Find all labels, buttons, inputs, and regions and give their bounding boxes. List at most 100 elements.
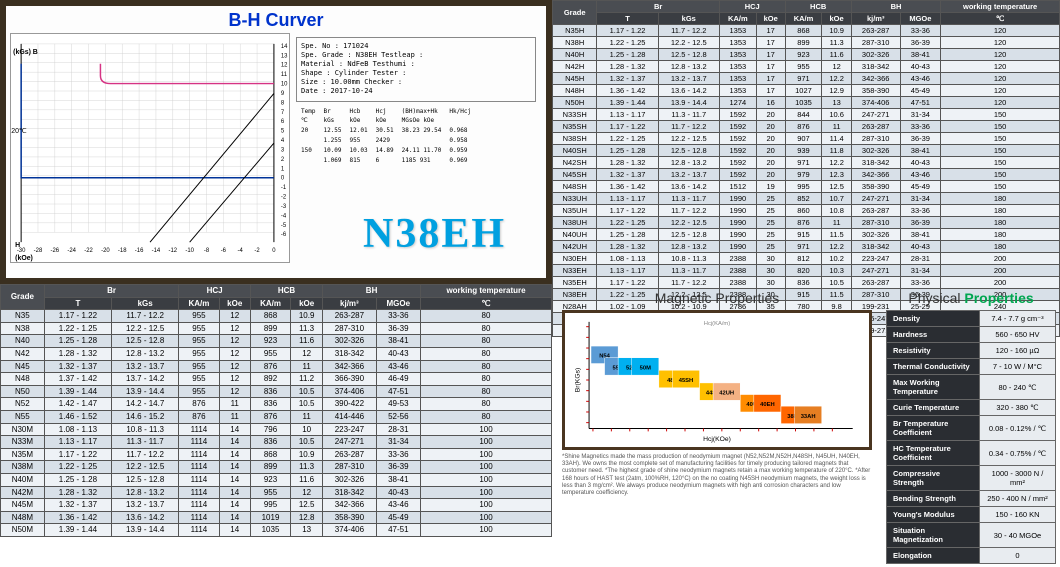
svg-text:-20: -20 [101, 248, 110, 254]
svg-text:(kGs) B: (kGs) B [13, 49, 38, 56]
svg-text:-4: -4 [238, 248, 244, 254]
table-row: N351.17 - 1.2211.7 - 12.29551286810.9263… [1, 310, 552, 323]
svg-text:-3: -3 [281, 204, 287, 210]
table-row: N33UH1.13 - 1.1711.3 - 11.719902585210.7… [553, 193, 1060, 205]
table-row: N501.39 - 1.4413.9 - 14.49551283610.5374… [1, 385, 552, 398]
mag-title: Magnetic Properties [556, 290, 878, 306]
svg-text:20℃: 20℃ [11, 128, 27, 135]
table-row: Density7.4 - 7.7 g cm⁻³ [887, 311, 1056, 327]
table-row: N48H1.36 - 1.4213.6 - 14.2135317102712.9… [553, 85, 1060, 97]
svg-text:-6: -6 [221, 248, 227, 254]
table-row: N481.37 - 1.4213.7 - 14.29551289211.2366… [1, 373, 552, 386]
table-row: N33M1.13 - 1.1711.3 - 11.711141483610.52… [1, 436, 552, 449]
table-row: N40M1.25 - 1.2812.5 - 12.811141492311.63… [1, 473, 552, 486]
table-row: N35H1.17 - 1.2211.7 - 12.213531786810.92… [553, 25, 1060, 37]
table-row: N30EH1.08 - 1.1310.8 - 11.323883081210.2… [553, 253, 1060, 265]
bh-title: B-H Curver [10, 10, 542, 31]
svg-text:45SH: 45SH [679, 378, 694, 384]
table-row: N38H1.22 - 1.2512.2 - 12.513531789911.32… [553, 37, 1060, 49]
svg-text:33AH: 33AH [801, 414, 816, 420]
svg-text:0: 0 [272, 248, 276, 254]
info-line: Date : 2017-10-24 [301, 87, 531, 96]
phys-title: Physical Properties [886, 290, 1056, 306]
svg-text:H: H [15, 242, 20, 249]
svg-text:3: 3 [281, 147, 285, 153]
svg-text:-16: -16 [135, 248, 144, 254]
table-row: N42SH1.28 - 1.3212.8 - 13.215922097112.2… [553, 157, 1060, 169]
table-n-m: GradeBrHCJHCBBHworking temperatureTkGsKA… [0, 284, 552, 567]
svg-text:-24: -24 [67, 248, 76, 254]
svg-text:12: 12 [281, 63, 288, 69]
info-line: Shape : Cylinder Tester : [301, 69, 531, 78]
table-row: N38UH1.22 - 1.2512.2 - 12.51990258761128… [553, 217, 1060, 229]
svg-text:(kOe): (kOe) [15, 255, 33, 262]
table-row: Curie Temperature320 - 380 ℃ [887, 400, 1056, 416]
table-row: HC Temperature Coefficient0.34 - 0.75% /… [887, 441, 1056, 466]
table-row: Thermal Conductivity7 - 10 W / M°C [887, 359, 1056, 375]
table-row: Situation Magnetization30 - 40 MGOe [887, 523, 1056, 548]
table-row: Br Temperature Coefficient0.08 - 0.12% /… [887, 416, 1056, 441]
table-row: Young's Modulus150 - 160 KN [887, 507, 1056, 523]
svg-text:10: 10 [281, 82, 288, 88]
svg-text:-18: -18 [118, 248, 127, 254]
table-row: N451.32 - 1.3713.2 - 13.79551287611342-3… [1, 360, 552, 373]
info-line: Spe. Grade : N38EH Testleap : [301, 51, 531, 60]
table-row: N45H1.32 - 1.3713.2 - 13.713531797112.23… [553, 73, 1060, 85]
svg-text:0: 0 [281, 176, 285, 182]
table-row: N33EH1.13 - 1.1711.3 - 11.723883082010.3… [553, 265, 1060, 277]
table-row: N40UH1.25 - 1.2812.5 - 12.819902591511.5… [553, 229, 1060, 241]
table-row: Hardness560 - 650 HV [887, 327, 1056, 343]
svg-text:-14: -14 [152, 248, 161, 254]
table-row: N35M1.17 - 1.2211.7 - 12.211141486810.92… [1, 448, 552, 461]
svg-text:5: 5 [281, 129, 285, 135]
table-row: N45M1.32 - 1.3713.2 - 13.711141499512.53… [1, 499, 552, 512]
mag-note: *Shine Magnetics made the mass productio… [556, 450, 878, 501]
svg-text:8: 8 [281, 100, 285, 106]
table-row: N42UH1.28 - 1.3212.8 - 13.219902597112.2… [553, 241, 1060, 253]
table-row: N40SH1.25 - 1.2812.5 - 12.815922093911.8… [553, 145, 1060, 157]
table-row: N421.28 - 1.3212.8 - 13.29551295512318-3… [1, 347, 552, 360]
table-row: N48SH1.36 - 1.4213.6 - 14.215121999512.5… [553, 181, 1060, 193]
svg-text:-26: -26 [51, 248, 60, 254]
svg-text:6: 6 [281, 119, 285, 125]
table-row: N42M1.28 - 1.3212.8 - 13.211141495512318… [1, 486, 552, 499]
table-row: N48M1.36 - 1.4213.6 - 14.2111414101912.8… [1, 511, 552, 524]
svg-text:14: 14 [281, 44, 288, 50]
table-row: N401.25 - 1.2812.5 - 12.89551292311.6302… [1, 335, 552, 348]
table-row: N38SH1.22 - 1.2512.2 - 12.515922090711.4… [553, 133, 1060, 145]
info-line: Material : NdFeB Testhumi : [301, 60, 531, 69]
table-row: N35UH1.17 - 1.2211.7 - 12.219902586010.8… [553, 205, 1060, 217]
svg-text:13: 13 [281, 53, 288, 59]
table-row: N40H1.25 - 1.2812.5 - 12.813531792311.63… [553, 49, 1060, 61]
table-row: N30M1.08 - 1.1310.8 - 11.311141479610223… [1, 423, 552, 436]
table-row: Max Working Temperature80 - 240 ℃ [887, 375, 1056, 400]
svg-text:2: 2 [281, 157, 284, 163]
table-row: Elongation0 [887, 548, 1056, 564]
svg-text:-1: -1 [281, 185, 287, 191]
svg-text:42UH: 42UH [719, 391, 734, 397]
info-line: Size : 10.00mm Checker : [301, 78, 531, 87]
info-line: Spe. No : 171024 [301, 42, 531, 51]
svg-text:Br(KGs): Br(KGs) [574, 368, 581, 392]
table-row: N50M1.39 - 1.4413.9 - 14.411141410351337… [1, 524, 552, 537]
svg-text:40EH: 40EH [760, 402, 775, 408]
table-row: Bending Strength250 - 400 N / mm² [887, 491, 1056, 507]
table-h-sh-uh-eh-ah: GradeBrHCJHCBBHworking temperatureTkGsKA… [552, 0, 1060, 284]
table-row: N33SH1.13 - 1.1711.3 - 11.715922084410.6… [553, 109, 1060, 121]
svg-text:-2: -2 [254, 248, 259, 254]
svg-text:1: 1 [281, 166, 285, 172]
table-row: N45SH1.32 - 1.3713.2 - 13.715922097912.3… [553, 169, 1060, 181]
bh-chart: -30-28-26-24-22-20-18-16-14-12-10-8-6-4-… [10, 33, 290, 263]
svg-text:-12: -12 [169, 248, 178, 254]
svg-text:-5: -5 [281, 223, 287, 229]
svg-text:Hcj(KA/m): Hcj(KA/m) [704, 321, 730, 327]
phys-table: Density7.4 - 7.7 g cm⁻³Hardness560 - 650… [886, 310, 1056, 564]
svg-text:Hcj(KOe): Hcj(KOe) [703, 436, 731, 443]
svg-text:-10: -10 [185, 248, 194, 254]
svg-text:7: 7 [281, 110, 284, 116]
svg-text:4: 4 [281, 138, 285, 144]
svg-text:-6: -6 [281, 232, 287, 238]
svg-text:-8: -8 [204, 248, 210, 254]
svg-text:-28: -28 [34, 248, 43, 254]
table-row: N521.42 - 1.4714.2 - 14.78761183610.5390… [1, 398, 552, 411]
